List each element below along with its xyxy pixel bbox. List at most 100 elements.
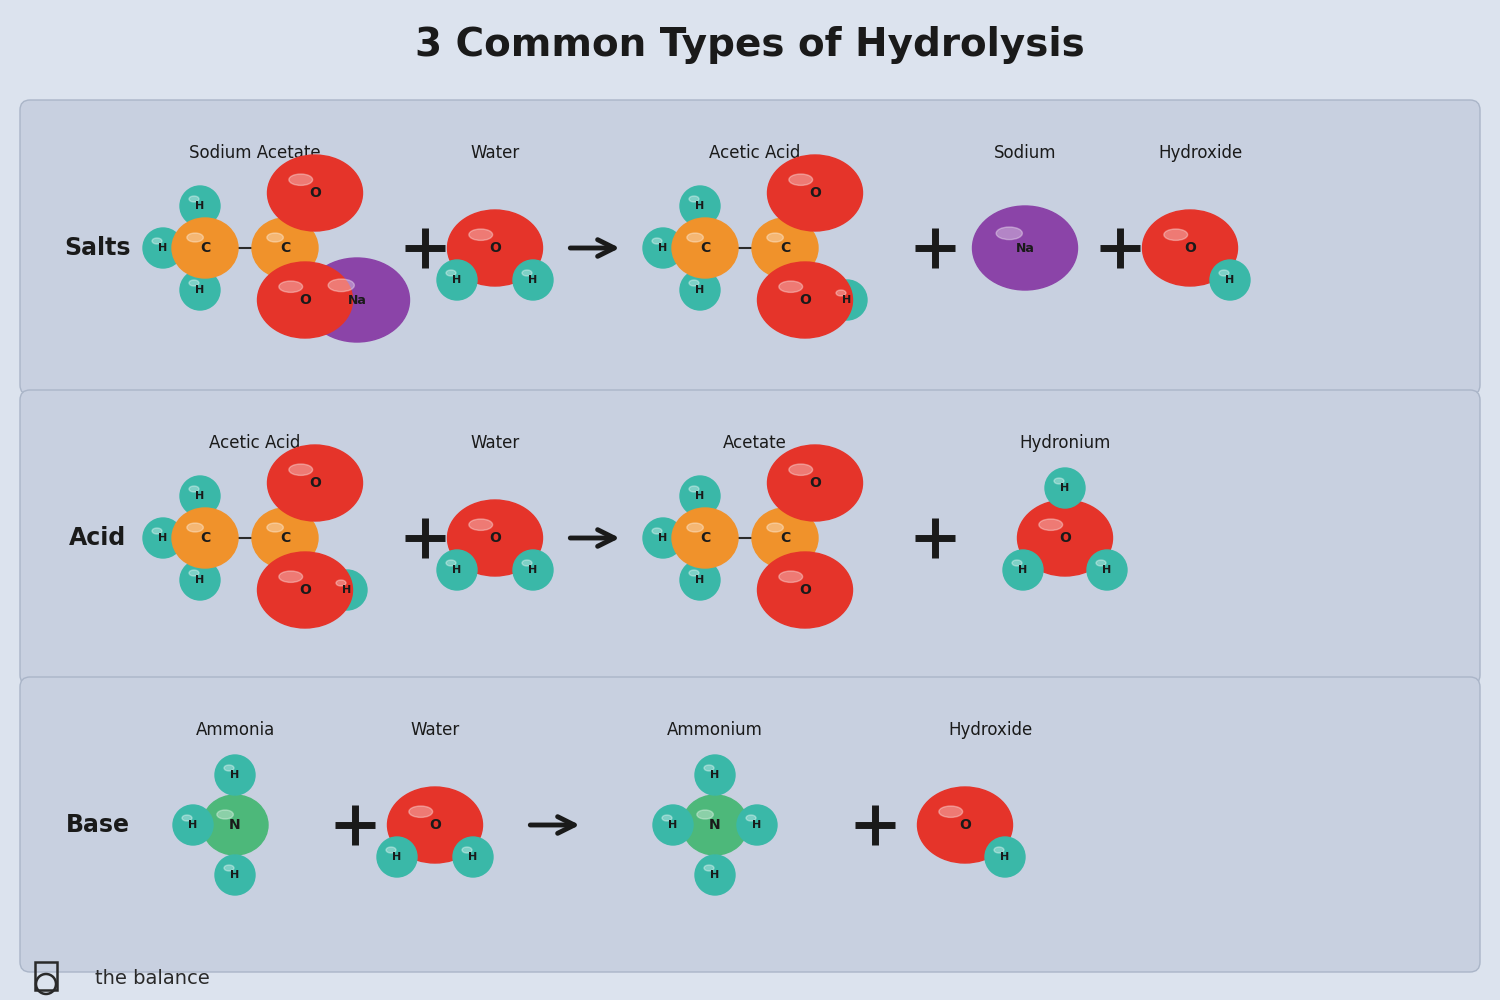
- Ellipse shape: [252, 508, 318, 568]
- Ellipse shape: [972, 206, 1077, 290]
- Ellipse shape: [290, 464, 312, 475]
- Text: Water: Water: [471, 144, 519, 162]
- Ellipse shape: [189, 486, 200, 492]
- Ellipse shape: [694, 755, 735, 795]
- Ellipse shape: [736, 805, 777, 845]
- Ellipse shape: [1088, 550, 1126, 590]
- Ellipse shape: [410, 806, 432, 817]
- Ellipse shape: [644, 228, 682, 268]
- Text: O: O: [489, 241, 501, 255]
- Text: Na: Na: [1016, 241, 1035, 254]
- Ellipse shape: [376, 837, 417, 877]
- Ellipse shape: [152, 238, 162, 244]
- Text: H: H: [393, 852, 402, 862]
- Ellipse shape: [986, 837, 1024, 877]
- Ellipse shape: [672, 218, 738, 278]
- Text: H: H: [528, 565, 537, 575]
- Ellipse shape: [688, 486, 699, 492]
- Ellipse shape: [522, 560, 532, 566]
- Ellipse shape: [827, 280, 867, 320]
- Text: H: H: [1226, 275, 1234, 285]
- Ellipse shape: [189, 570, 200, 576]
- Ellipse shape: [778, 281, 802, 292]
- Text: N: N: [710, 818, 722, 832]
- Ellipse shape: [704, 765, 714, 771]
- Ellipse shape: [189, 196, 200, 202]
- Ellipse shape: [172, 218, 238, 278]
- FancyBboxPatch shape: [20, 100, 1480, 395]
- Text: H: H: [711, 770, 720, 780]
- Ellipse shape: [766, 233, 783, 242]
- Text: O: O: [1184, 241, 1196, 255]
- Text: O: O: [800, 293, 812, 307]
- Ellipse shape: [688, 280, 699, 286]
- Ellipse shape: [758, 262, 852, 338]
- Ellipse shape: [446, 270, 456, 276]
- Ellipse shape: [328, 279, 354, 292]
- Ellipse shape: [698, 810, 714, 819]
- Text: Na: Na: [348, 294, 366, 306]
- Ellipse shape: [453, 837, 494, 877]
- Ellipse shape: [304, 258, 410, 342]
- Ellipse shape: [939, 806, 963, 817]
- Ellipse shape: [267, 155, 363, 231]
- Ellipse shape: [152, 528, 162, 534]
- Text: 3 Common Types of Hydrolysis: 3 Common Types of Hydrolysis: [416, 26, 1084, 64]
- Ellipse shape: [180, 270, 220, 310]
- Ellipse shape: [687, 523, 703, 532]
- Text: Acetate: Acetate: [723, 434, 788, 452]
- Text: H: H: [1060, 483, 1070, 493]
- Ellipse shape: [446, 560, 456, 566]
- Ellipse shape: [1046, 468, 1084, 508]
- Ellipse shape: [436, 550, 477, 590]
- Text: Acetic Acid: Acetic Acid: [710, 144, 801, 162]
- Ellipse shape: [522, 270, 532, 276]
- Text: H: H: [231, 870, 240, 880]
- Text: C: C: [700, 531, 709, 545]
- Ellipse shape: [680, 186, 720, 226]
- Ellipse shape: [1210, 260, 1249, 300]
- Ellipse shape: [258, 262, 352, 338]
- Ellipse shape: [447, 500, 543, 576]
- Ellipse shape: [694, 855, 735, 895]
- Ellipse shape: [682, 795, 748, 855]
- Ellipse shape: [1004, 550, 1042, 590]
- Ellipse shape: [224, 865, 234, 871]
- Text: H: H: [696, 201, 705, 211]
- Ellipse shape: [214, 855, 255, 895]
- Text: C: C: [280, 531, 290, 545]
- Ellipse shape: [652, 805, 693, 845]
- FancyBboxPatch shape: [20, 677, 1480, 972]
- Text: O: O: [309, 476, 321, 490]
- Ellipse shape: [1143, 210, 1238, 286]
- Ellipse shape: [386, 847, 396, 853]
- Ellipse shape: [704, 865, 714, 871]
- Text: C: C: [780, 241, 790, 255]
- Ellipse shape: [327, 570, 368, 610]
- Text: Base: Base: [66, 813, 130, 837]
- Text: H: H: [453, 275, 462, 285]
- Text: O: O: [489, 531, 501, 545]
- Text: H: H: [843, 295, 852, 305]
- Ellipse shape: [436, 260, 477, 300]
- Ellipse shape: [224, 765, 234, 771]
- Ellipse shape: [768, 155, 862, 231]
- Ellipse shape: [766, 523, 783, 532]
- Ellipse shape: [1164, 229, 1188, 240]
- Text: C: C: [780, 531, 790, 545]
- Ellipse shape: [662, 815, 672, 821]
- Ellipse shape: [188, 523, 204, 532]
- Ellipse shape: [189, 280, 200, 286]
- Ellipse shape: [258, 552, 352, 628]
- Ellipse shape: [789, 464, 813, 475]
- Ellipse shape: [758, 552, 852, 628]
- Text: H: H: [658, 243, 668, 253]
- Text: H: H: [696, 575, 705, 585]
- Text: H: H: [195, 285, 204, 295]
- Text: H: H: [711, 870, 720, 880]
- Text: H: H: [195, 201, 204, 211]
- Ellipse shape: [217, 810, 234, 819]
- Ellipse shape: [447, 210, 543, 286]
- Text: O: O: [429, 818, 441, 832]
- Text: H: H: [1102, 565, 1112, 575]
